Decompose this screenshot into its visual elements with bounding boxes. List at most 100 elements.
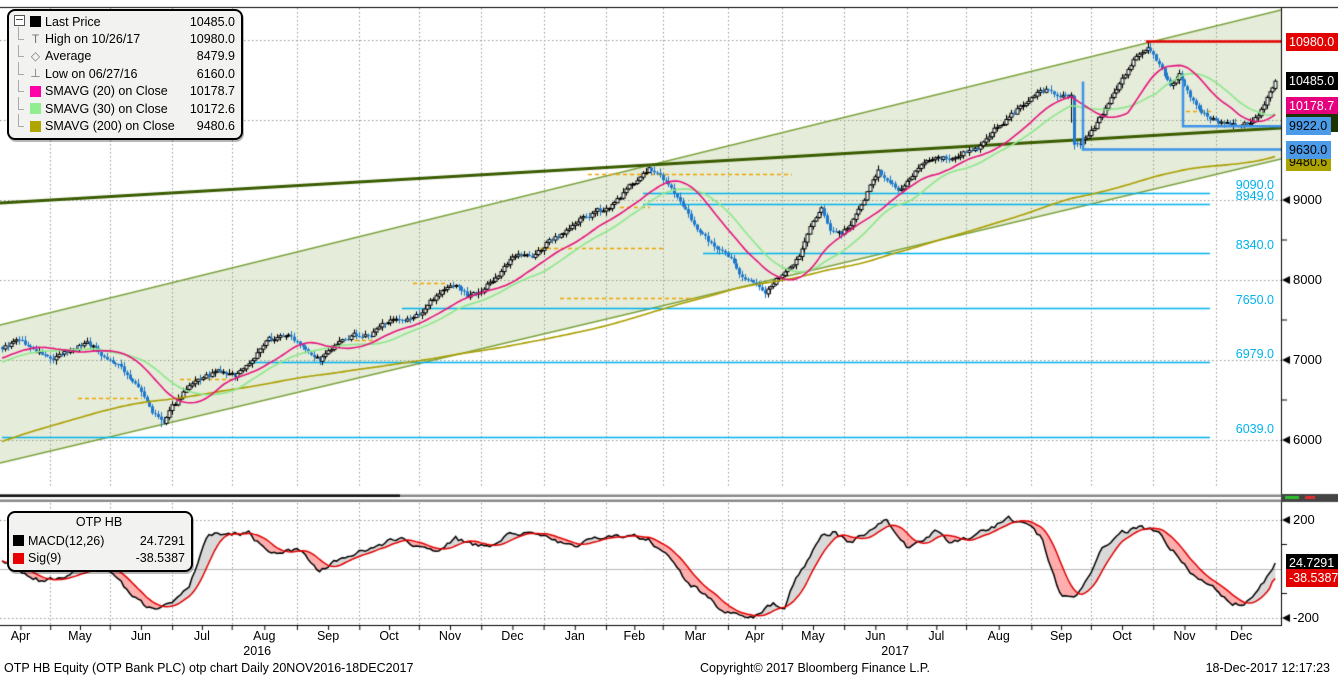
x-axis-month-label: Apr (10, 629, 31, 643)
legend-value: 10485.0 (189, 14, 235, 29)
legend-label: Low on 06/27/16 (45, 66, 138, 81)
legend-label: SMAVG (30) on Close (45, 101, 168, 116)
legend-value: 9480.6 (196, 119, 235, 134)
x-axis-month-label: Jul (193, 629, 210, 643)
x-axis-month-label: May (68, 629, 92, 643)
high-marker-icon: T (31, 31, 40, 46)
tree-branch-icon (13, 62, 26, 82)
macd-tag-24.7291: 24.7291 (1286, 553, 1338, 572)
legend-label: SMAVG (20) on Close (45, 84, 168, 99)
tree-branch-icon (13, 96, 26, 117)
tree-expand-icon[interactable] (13, 13, 26, 30)
x-axis-month-label: Nov (438, 629, 462, 643)
price-axis-tick-label: 7000 (1293, 352, 1322, 367)
x-axis-month-label: Oct (1112, 629, 1132, 643)
x-axis-year-label: 2017 (881, 644, 910, 658)
macd-value: 24.7291 (139, 533, 185, 548)
x-axis-month-label: Aug (987, 629, 1010, 643)
signal-row: Sig(9) -38.5387 (13, 549, 185, 566)
timestamp: 18-Dec-2017 12:17:23 (1205, 661, 1330, 675)
x-axis-month-label: Nov (1173, 629, 1196, 643)
x-axis-month-label: Jul (928, 629, 945, 643)
support-level-label: 8949.0 (1235, 189, 1274, 204)
sma200-swatch-icon (30, 120, 41, 132)
x-axis-month-label: Aug (253, 629, 276, 643)
x-axis-month-label: Jun (865, 629, 886, 643)
price-tag-9922.0: 9922.0 (1286, 117, 1332, 136)
macd-legend-title: OTP HB (75, 515, 123, 529)
tag-text: 10178.7 (1289, 98, 1335, 113)
tag-text: 9630.0 (1289, 142, 1328, 157)
price-axis-tick-label: 6000 (1293, 432, 1322, 447)
legend-row-sma200: SMAVG (200) on Close 9480.6 (13, 114, 235, 134)
average-marker-icon: ◇ (30, 48, 41, 63)
legend-row-average: ◇ Average 8479.9 (13, 44, 235, 65)
macd-axis-tick-label: -200 (1293, 610, 1320, 625)
x-axis-month-label: Sep (316, 629, 340, 643)
signal-swatch-icon (13, 552, 24, 564)
price-tag-10178.7: 10178.7 (1286, 96, 1338, 115)
support-level-label: 8340.0 (1235, 237, 1274, 252)
tree-branch-icon (13, 27, 26, 47)
x-axis-month-label: May (801, 629, 825, 643)
tree-branch-icon (13, 44, 26, 65)
signal-value: -38.5387 (135, 551, 185, 566)
copyright-text: Copyright© 2017 Bloomberg Finance L.P. (700, 661, 930, 675)
macd-label: MACD(12,26) (28, 533, 105, 548)
legend-value: 10172.6 (189, 101, 235, 116)
x-axis-month-label: Apr (745, 629, 765, 643)
price-tag-10485.0: 10485.0 (1286, 72, 1338, 91)
x-axis-month-label: Dec (501, 629, 524, 643)
legend-value: 8479.9 (196, 49, 235, 64)
macd-row: MACD(12,26) 24.7291 (13, 532, 185, 549)
x-axis-month-label: Jan (564, 629, 585, 643)
tag-text: 10980.0 (1289, 34, 1335, 49)
signal-label: Sig(9) (28, 551, 62, 566)
support-level-label: 6039.0 (1235, 421, 1274, 436)
tree-branch-icon (13, 114, 26, 134)
legend-row-high: T High on 10/26/17 10980.0 (13, 27, 235, 47)
price-tag-9630.0: 9630.0 (1286, 140, 1332, 159)
macd-swatch-icon (13, 535, 24, 547)
price-axis-tick-label: 9000 (1293, 192, 1322, 207)
x-axis-month-label: Oct (379, 629, 399, 643)
legend-label: Last Price (45, 14, 101, 29)
legend-row-sma30: SMAVG (30) on Close 10172.6 (13, 96, 235, 117)
tree-branch-icon (13, 79, 26, 100)
chart-description: OTP HB Equity (OTP Bank PLC) otp chart D… (4, 661, 414, 675)
legend-row-low: ⊥ Low on 06/27/16 6160.0 (13, 62, 235, 82)
legend-label: SMAVG (200) on Close (45, 119, 175, 134)
legend-row-last-price: Last Price 10485.0 (13, 13, 235, 30)
tag-text: -38.5387 (1289, 571, 1338, 586)
tag-text: 10485.0 (1289, 74, 1335, 89)
macd-axis-tick-label: 200 (1293, 512, 1315, 527)
support-level-label: 7650.0 (1235, 293, 1274, 307)
sma20-swatch-icon (30, 85, 41, 97)
x-axis-year-label: 2016 (243, 644, 272, 658)
x-axis-month-label: Dec (1230, 629, 1253, 643)
legend-row-sma20: SMAVG (20) on Close 10178.7 (13, 79, 235, 100)
tag-text: 24.7291 (1289, 555, 1335, 570)
legend-label: High on 10/26/17 (45, 32, 141, 47)
support-level-label: 9090.0 (1235, 177, 1274, 192)
x-axis-month-label: Mar (684, 629, 707, 643)
sma30-swatch-icon (30, 103, 41, 115)
price-tag-10980.0: 10980.0 (1286, 32, 1338, 51)
status-bar: OTP HB Equity (OTP Bank PLC) otp chart D… (0, 660, 1338, 679)
macd-legend-box[interactable]: OTP HB MACD(12,26) 24.7291 Sig(9) -38.53… (7, 511, 193, 572)
legend-value: 10178.7 (189, 84, 235, 99)
price-legend-box[interactable]: Last Price 10485.0 T High on 10/26/17 10… (7, 9, 243, 140)
last-price-swatch-icon (30, 16, 41, 28)
x-axis-month-label: Jun (130, 629, 152, 643)
low-marker-icon: ⊥ (30, 66, 41, 81)
price-axis-tick-label: 8000 (1293, 272, 1322, 287)
x-axis-month-label: Sep (1049, 629, 1073, 643)
x-axis-month-label: Feb (623, 629, 646, 643)
legend-label: Average (45, 49, 92, 64)
legend-value: 6160.0 (196, 66, 235, 81)
tag-text: 9922.0 (1289, 119, 1328, 134)
macd-tag--38.5387: -38.5387 (1286, 569, 1338, 588)
legend-value: 10980.0 (189, 32, 235, 47)
support-level-label: 6979.0 (1235, 346, 1274, 361)
